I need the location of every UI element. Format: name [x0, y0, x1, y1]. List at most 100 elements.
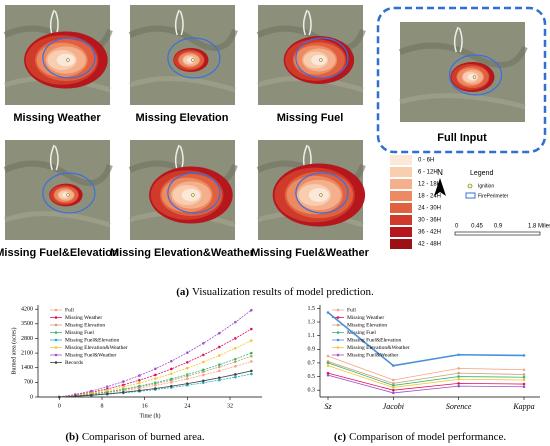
series-line: [327, 355, 525, 381]
data-point: [186, 366, 189, 370]
data-point: [202, 368, 205, 372]
fire-perimeter: [42, 172, 96, 214]
data-point: [392, 382, 395, 385]
panel-label: Missing Fuel&Weather: [251, 247, 369, 259]
legend-label: Missing Fuel&Weather: [347, 352, 399, 358]
caption: (c) Comparison of model performance.: [334, 431, 506, 443]
panel-label: Missing Weather: [13, 112, 101, 124]
data-point: [202, 370, 205, 374]
terrain: [129, 76, 236, 93]
data-point: [457, 377, 460, 381]
class-swatch: [390, 227, 412, 237]
x-tick-label: 8: [101, 403, 104, 409]
ignition: [472, 75, 477, 79]
x-tick-label: 16: [142, 403, 148, 409]
scale-label: 0.9: [494, 224, 503, 230]
legend-label: Missing Elevation&Weather: [65, 345, 128, 351]
north-arrow: [434, 178, 446, 196]
legend-label: Missing Weather: [347, 315, 384, 321]
smoke: [49, 144, 59, 171]
smoke: [302, 9, 312, 36]
data-point: [392, 378, 395, 382]
x-tick-label: Sorence: [446, 402, 472, 411]
ignition: [319, 193, 323, 197]
y-tick-label: 0: [30, 394, 33, 400]
data-point: [522, 368, 526, 372]
data-point: [457, 371, 460, 375]
legend-label: Missing Fuel: [65, 330, 94, 336]
data-point: [234, 365, 237, 368]
data-point: [138, 374, 141, 377]
legend-marker: [336, 323, 340, 327]
fire-perimeter: [295, 37, 349, 79]
perimeter-icon: [465, 192, 476, 199]
data-point: [154, 377, 157, 380]
terrain: [399, 93, 526, 110]
legend-label: Missing Fuel&Elevation: [347, 337, 401, 343]
fire-perimeter: [42, 37, 96, 79]
data-point: [392, 386, 395, 389]
data-point: [326, 361, 330, 365]
data-point: [138, 384, 141, 388]
legend-label: Full: [347, 307, 356, 313]
data-point: [202, 353, 205, 357]
smoke: [453, 26, 463, 53]
data-point: [522, 373, 526, 376]
data-point: [122, 380, 125, 383]
caption-label: (b): [65, 431, 79, 443]
data-point: [202, 379, 205, 383]
class-label: 24 - 30H: [418, 206, 441, 212]
data-point: [522, 378, 526, 382]
x-axis-label: Time (h): [140, 412, 161, 419]
ignition-icon: [467, 183, 473, 189]
class-swatch: [390, 167, 412, 177]
panel-label: Missing Elevation: [136, 112, 229, 124]
x-tick-label: Jacobi: [383, 402, 404, 411]
caption-label: (c): [334, 431, 347, 443]
data-point: [186, 382, 189, 385]
data-point: [326, 371, 330, 375]
caption-text: Comparison of model performance.: [349, 431, 506, 443]
data-point: [218, 331, 221, 335]
legend-marker: [336, 346, 340, 349]
terrain: [128, 25, 238, 51]
class-swatch: [390, 239, 412, 249]
data-point: [154, 381, 157, 385]
fire-area: [56, 53, 76, 67]
fire-perimeter: [295, 172, 349, 214]
y-tick-label: 0.3: [308, 388, 316, 394]
legend-marker: [54, 338, 58, 342]
scale-label: 0.45: [471, 224, 483, 230]
data-point: [74, 394, 77, 398]
data-point: [392, 384, 395, 387]
data-point: [218, 365, 221, 369]
data-point: [186, 373, 189, 376]
fire-area: [311, 54, 327, 66]
data-point: [234, 360, 237, 364]
class-swatch: [390, 215, 412, 225]
y-tick-label: 1.5: [308, 306, 316, 312]
caption-text: Comparison of burned area.: [82, 431, 205, 443]
data-point: [170, 359, 173, 363]
data-point: [392, 391, 395, 395]
class-swatch: [390, 179, 412, 189]
data-point: [326, 364, 330, 367]
caption: (a) Visualization results of model predic…: [176, 286, 374, 298]
legend-label: Full: [65, 307, 74, 313]
data-point: [250, 372, 253, 376]
panel-label: Missing Fuel: [277, 112, 344, 124]
y-tick-label: 700: [24, 380, 33, 386]
class-swatch: [390, 191, 412, 201]
data-point: [522, 354, 526, 357]
ignition: [66, 58, 70, 62]
series-line: [327, 362, 525, 386]
scale-bar: [454, 231, 541, 236]
data-point: [186, 351, 189, 354]
legend-marker: [54, 361, 58, 364]
data-point: [457, 384, 460, 388]
series-line: [327, 361, 525, 384]
legend-marker: [336, 316, 340, 319]
y-tick-label: 0.5: [308, 374, 316, 380]
data-point: [234, 337, 237, 340]
